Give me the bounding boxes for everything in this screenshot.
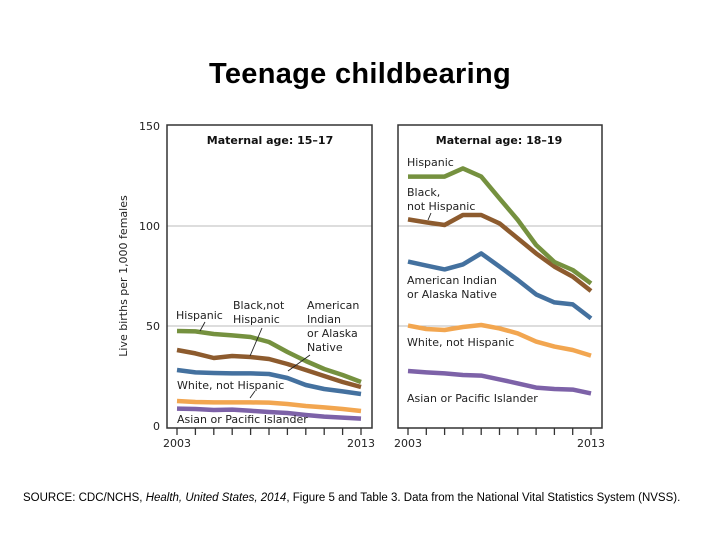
series-line-asian	[407, 368, 592, 396]
series-line-black	[176, 347, 362, 390]
y-tick-label: 100	[139, 220, 160, 233]
series-label-aian: American	[307, 299, 359, 312]
series-label-asian: Asian or Pacific Islander	[407, 392, 538, 405]
series-line-white	[407, 322, 592, 358]
series-label-aian: or Alaska Native	[407, 288, 497, 301]
series-label-aian: American Indian	[407, 274, 497, 287]
series-line-black	[407, 212, 593, 293]
label-leader-line	[249, 327, 263, 357]
series-label-aian: Native	[307, 341, 343, 354]
series-label-black: Black,	[407, 186, 440, 199]
series-label-hispanic: Hispanic	[407, 156, 454, 169]
series-label-aian: or Alaska	[307, 327, 358, 340]
series-label-hispanic: Hispanic	[176, 309, 223, 322]
series-line-asian	[176, 406, 362, 421]
y-axis-label: Live births per 1,000 females	[117, 195, 130, 357]
series-line-hispanic	[408, 166, 593, 286]
x-tick-label: 2003	[394, 437, 422, 450]
y-tick-label: 150	[139, 120, 160, 133]
series-label-black: Hispanic	[233, 313, 280, 326]
x-tick-label: 2013	[577, 437, 605, 450]
series-label-white: White, not Hispanic	[407, 336, 514, 349]
panel-title: Maternal age: 18–19	[436, 134, 562, 147]
source-title: Health, United States, 2014	[145, 492, 287, 504]
y-tick-label: 50	[146, 320, 160, 333]
y-tick-label: 0	[153, 420, 160, 433]
series-line-aian	[176, 367, 362, 397]
label-leader-line	[199, 321, 206, 332]
series-label-black: Black,not	[233, 299, 285, 312]
label-leader-line	[287, 354, 311, 372]
source-suffix: , Figure 5 and Table 3. Data from the Na…	[286, 492, 681, 504]
panel-title: Maternal age: 15–17	[207, 134, 333, 147]
series-label-aian: Indian	[307, 313, 341, 326]
teen-birth-rate-chart: 0 50 100 150 Live births per 1,000 females Ma…	[117, 120, 605, 450]
x-tick-label: 2003	[163, 437, 191, 450]
series-line-white	[176, 398, 362, 414]
series-label-white: White, not Hispanic	[177, 379, 284, 392]
x-tick-label: 2013	[347, 437, 375, 450]
series-line-hispanic	[176, 328, 362, 385]
series-label-asian: Asian or Pacific Islander	[177, 413, 308, 426]
series-label-black: not Hispanic	[407, 200, 475, 213]
series-line-aian	[407, 251, 593, 321]
source-note: SOURCE: CDC/NCHS, Health, United States,…	[23, 491, 703, 506]
label-leader-line	[249, 390, 256, 399]
slide-title: Teenage childbearing	[209, 58, 511, 90]
source-prefix: SOURCE: CDC/NCHS,	[23, 492, 146, 504]
label-leader-line	[427, 212, 432, 221]
